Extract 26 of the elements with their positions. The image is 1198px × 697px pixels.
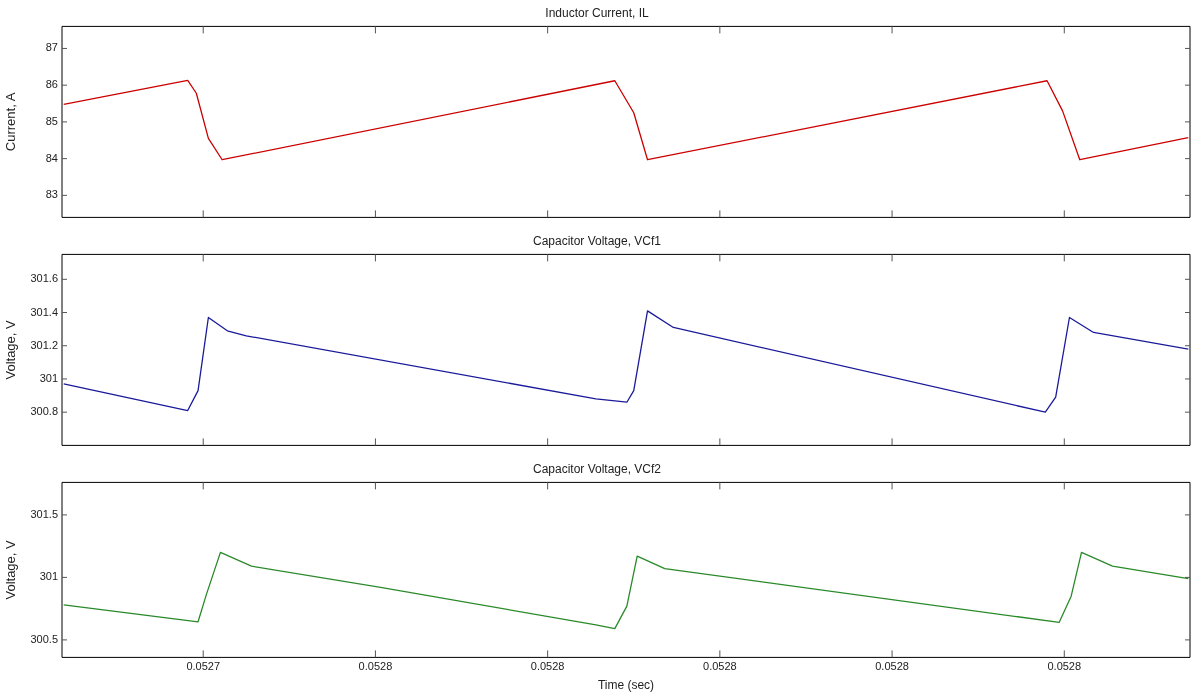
y-tick-label: 87 bbox=[45, 41, 58, 54]
y-tick-label: 86 bbox=[45, 78, 58, 91]
x-tick-label: 0.0528 bbox=[875, 660, 909, 673]
y-axis-title: Voltage, V bbox=[3, 319, 19, 380]
y-tick-label: 85 bbox=[45, 114, 58, 127]
chart-title: Inductor Current, IL bbox=[545, 5, 650, 20]
chart-title: Capacitor Voltage, VCf2 bbox=[532, 461, 662, 476]
x-axis-title: Time (sec) bbox=[597, 678, 655, 693]
y-axis-title: Current, A bbox=[3, 92, 19, 152]
y-tick-label: 301.4 bbox=[30, 305, 58, 318]
y-tick-label: 300.8 bbox=[30, 405, 58, 418]
y-axis-title: Voltage, V bbox=[3, 539, 19, 600]
x-tick-label: 0.0527 bbox=[186, 660, 221, 673]
y-tick-label: 301.2 bbox=[30, 338, 58, 351]
y-tick-label: 301.5 bbox=[30, 507, 58, 520]
y-tick-label: 83 bbox=[45, 188, 58, 201]
x-tick-label: 0.0528 bbox=[703, 660, 737, 673]
y-tick-label: 84 bbox=[45, 151, 58, 164]
y-tick-label: 301 bbox=[39, 372, 58, 384]
y-tick-label: 301 bbox=[39, 570, 58, 583]
y-tick-label: 300.5 bbox=[30, 632, 58, 645]
x-tick-label: 0.0528 bbox=[358, 660, 393, 673]
x-tick-label: 0.0528 bbox=[530, 660, 565, 673]
chart-title: Capacitor Voltage, VCf1 bbox=[532, 233, 662, 248]
x-tick-label: 0.0528 bbox=[1047, 660, 1082, 673]
y-tick-label: 301.6 bbox=[30, 272, 58, 285]
